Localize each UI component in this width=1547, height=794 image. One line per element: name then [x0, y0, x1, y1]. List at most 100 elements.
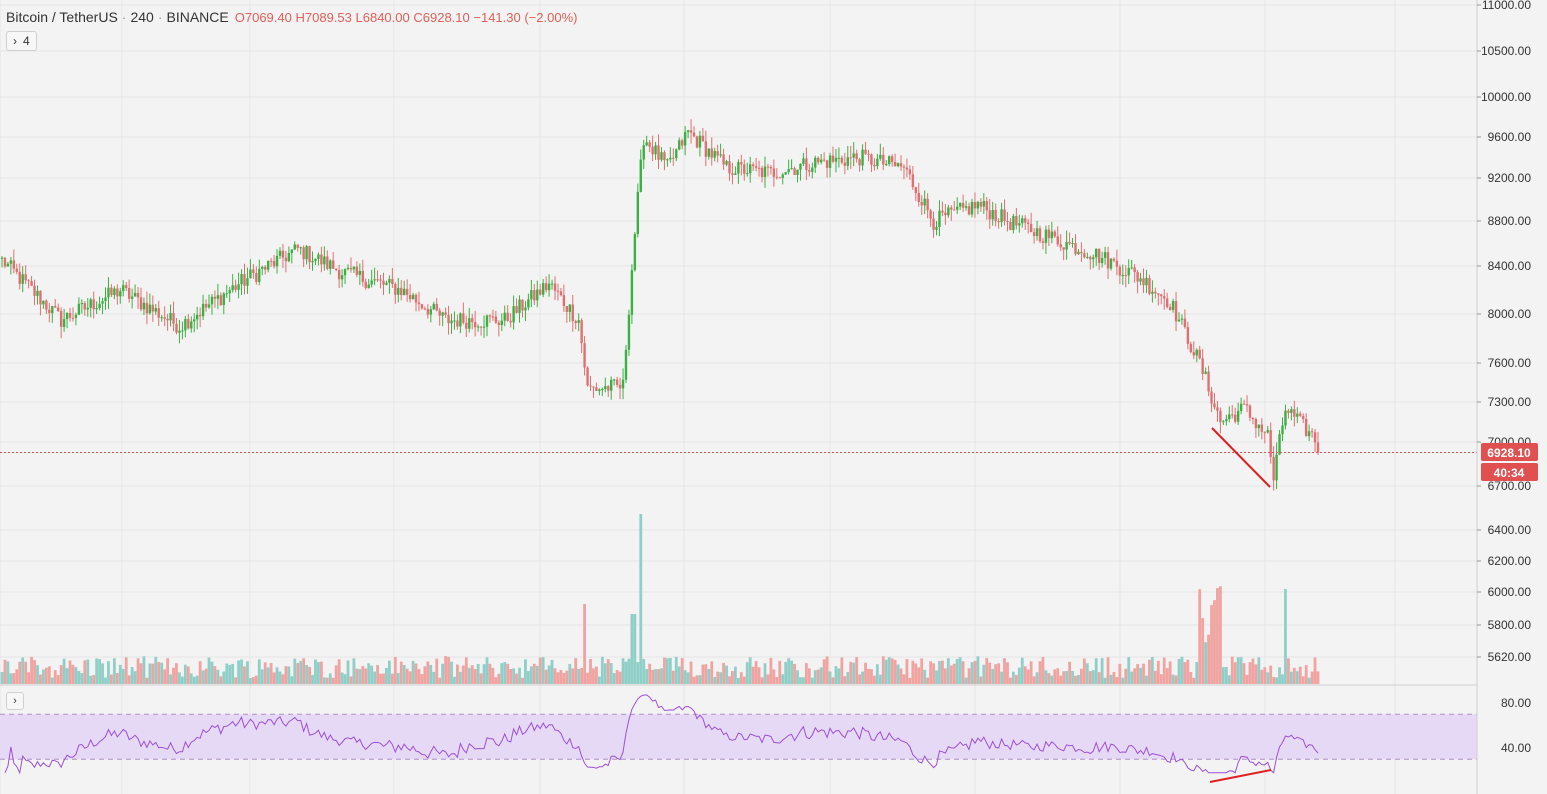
volume-bar	[1041, 656, 1045, 684]
volume-bar	[36, 665, 39, 684]
volume-bar	[127, 675, 131, 684]
volume-bar	[739, 672, 743, 684]
candle-body	[701, 135, 705, 142]
candle-body	[456, 320, 459, 327]
candle-body	[1024, 218, 1027, 223]
candle-body	[213, 296, 217, 299]
candle-body	[911, 174, 915, 188]
price-axis-label: 9200.00	[1488, 171, 1532, 185]
volume-bar	[609, 663, 613, 684]
volume-bar	[1006, 662, 1009, 684]
volume-bar	[668, 657, 672, 684]
candle-body	[556, 290, 560, 292]
volume-bar	[512, 668, 516, 684]
candle-body	[1302, 415, 1305, 419]
candle-body	[364, 281, 367, 289]
volume-bar	[994, 664, 998, 684]
volume-bar	[1035, 672, 1039, 684]
volume-bar	[1284, 589, 1287, 684]
candle-body	[231, 285, 234, 291]
symbol-name[interactable]: Bitcoin / TetherUS	[6, 9, 118, 25]
volume-bar	[580, 668, 584, 684]
volume-bar	[1287, 658, 1290, 684]
volume-bar	[311, 675, 314, 684]
candle-body	[1260, 424, 1264, 432]
ohlc-values: O7069.40 H7089.53 L6840.00 C6928.10 −141…	[235, 10, 578, 25]
volume-bar	[151, 663, 155, 684]
candle-body	[509, 320, 512, 323]
volume-bar	[219, 676, 223, 684]
candle-body	[675, 149, 678, 159]
price-divergence-line[interactable]	[1211, 427, 1271, 488]
candle-body	[607, 386, 610, 391]
candle-body	[893, 162, 897, 167]
rsi-axis[interactable]: 80.00 40.00	[1501, 696, 1531, 755]
symbol-legend[interactable]: Bitcoin / TetherUS · 240 · BINANCE O7069…	[6, 9, 577, 25]
candle-body	[290, 249, 294, 253]
volume-bar	[804, 663, 808, 684]
volume-bar	[731, 671, 734, 684]
volume-bar	[870, 669, 873, 684]
volume-bar	[905, 659, 909, 684]
volume-bar	[482, 664, 486, 684]
candle-body	[1047, 229, 1051, 239]
candle-body	[997, 221, 1000, 223]
candle-body	[601, 389, 604, 391]
volume-bar	[411, 660, 415, 684]
volume-bar	[807, 668, 811, 684]
volume-bar	[1236, 657, 1240, 684]
candle-body	[725, 161, 728, 165]
volume-bar	[104, 677, 107, 684]
volume-bar	[1059, 675, 1063, 684]
volume-bar	[169, 674, 172, 684]
candle-body	[379, 279, 382, 281]
candle-body	[198, 314, 202, 317]
volume-bar	[240, 659, 243, 684]
candle-body	[524, 307, 527, 311]
volume-bar	[456, 664, 459, 684]
rsi-toggle-button[interactable]: ›	[6, 692, 24, 710]
volume-bar	[955, 659, 959, 684]
indicators-toggle-button[interactable]: › 4	[6, 31, 37, 51]
rsi-divergence-line[interactable]	[1209, 769, 1272, 783]
volume-bar	[1239, 657, 1243, 684]
volume-bar	[701, 664, 705, 684]
candle-body	[130, 296, 134, 299]
candle-body	[840, 157, 844, 163]
volume-bar	[42, 669, 45, 684]
candle-body	[500, 320, 503, 326]
volume-bar	[592, 668, 595, 684]
volume-bar	[293, 658, 297, 684]
volume-bar	[118, 664, 122, 684]
candle-body	[27, 280, 30, 282]
volume-bar	[577, 668, 581, 684]
candle-body	[630, 270, 634, 315]
volume-bar	[1304, 665, 1308, 684]
candle-body	[831, 155, 835, 162]
candle-body	[610, 379, 613, 391]
volume-bar	[651, 669, 655, 684]
volume-bar	[822, 659, 826, 684]
price-axis[interactable]: 11000.00 10500.00 10000.00 9600.00 9200.00 88…	[1477, 0, 1531, 664]
volume-bar	[89, 675, 93, 684]
volume-bar	[461, 665, 465, 684]
candle-body	[657, 145, 660, 160]
volume-bar	[1065, 671, 1069, 684]
candles	[0, 119, 1320, 491]
candle-body	[828, 155, 832, 168]
open-label: O	[234, 9, 245, 25]
volume-bar	[192, 676, 196, 684]
interval[interactable]: 240	[130, 9, 154, 25]
volume-bar	[929, 661, 932, 684]
candle-body	[550, 283, 554, 285]
candle-body	[18, 271, 21, 284]
volume-bar	[299, 660, 303, 684]
volume-bar	[589, 659, 592, 684]
volume-bar	[145, 677, 149, 684]
candle-body	[1139, 278, 1142, 282]
price-tag-value: 6928.10	[1487, 446, 1531, 460]
candle-body	[207, 304, 211, 308]
candle-body	[669, 157, 672, 160]
candle-body	[160, 317, 163, 319]
